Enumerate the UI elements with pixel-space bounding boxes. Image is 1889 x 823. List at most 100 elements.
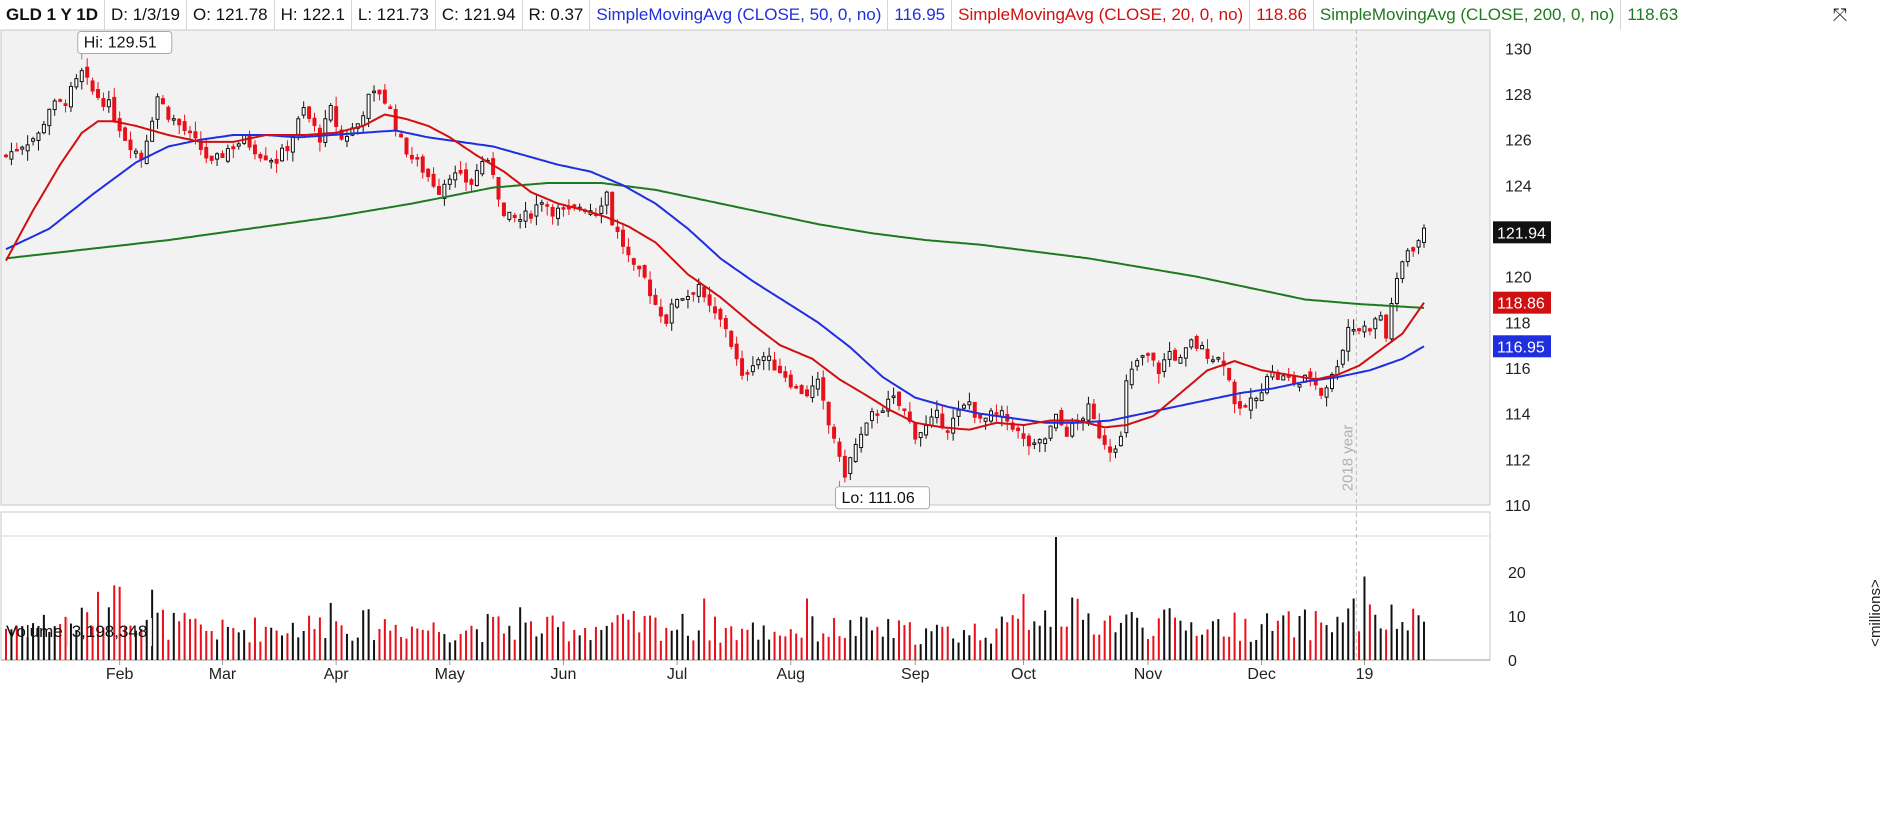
candle-body bbox=[545, 204, 550, 207]
range-readout: R: 0.37 bbox=[523, 0, 591, 30]
volume-bar bbox=[69, 623, 72, 660]
volume-bar bbox=[302, 630, 305, 660]
candle-body bbox=[442, 183, 447, 199]
volume-bar bbox=[226, 626, 229, 660]
volume-bar bbox=[15, 626, 18, 660]
volume-bar bbox=[513, 639, 516, 660]
volume-bar bbox=[1027, 629, 1030, 660]
candle-body bbox=[415, 157, 420, 160]
candle-body bbox=[983, 417, 988, 422]
candle-body bbox=[945, 430, 950, 433]
volume-bar bbox=[1374, 614, 1377, 660]
volume-bar bbox=[210, 631, 213, 660]
volume-bar bbox=[216, 639, 219, 660]
volume-bar bbox=[1103, 620, 1106, 660]
candle-body bbox=[1151, 352, 1156, 361]
candle-body bbox=[106, 99, 111, 108]
volume-bar bbox=[757, 639, 760, 660]
volume-bar bbox=[1006, 622, 1009, 660]
candle-body bbox=[382, 89, 387, 104]
price-tick-label: 128 bbox=[1505, 87, 1532, 104]
volume-bar bbox=[26, 637, 29, 660]
volume-bar bbox=[908, 622, 911, 660]
candle-body bbox=[1259, 392, 1264, 402]
candle-body bbox=[258, 154, 263, 159]
candle-body bbox=[1411, 247, 1416, 252]
volume-bar bbox=[194, 618, 197, 660]
candle-body bbox=[1129, 368, 1134, 386]
candle-body bbox=[296, 118, 301, 135]
volume-bar bbox=[870, 630, 873, 660]
candle-body bbox=[675, 299, 680, 308]
sma20-label[interactable]: SimpleMovingAvg (CLOSE, 20, 0, no) bbox=[952, 0, 1251, 30]
volume-value: 3,198,348 bbox=[68, 618, 153, 646]
volume-bar bbox=[1038, 625, 1041, 660]
volume-bar bbox=[91, 626, 94, 660]
volume-bar bbox=[865, 617, 868, 660]
sma50-badge-text: 116.95 bbox=[1497, 339, 1545, 356]
volume-bar bbox=[1163, 609, 1166, 660]
volume-bar bbox=[659, 640, 662, 660]
volume-bar bbox=[345, 633, 348, 660]
volume-bar bbox=[1320, 622, 1323, 660]
candle-body bbox=[204, 146, 209, 159]
volume-bar bbox=[232, 627, 235, 660]
volume-bar bbox=[573, 629, 576, 660]
candle-body bbox=[404, 137, 409, 155]
candle-body bbox=[707, 294, 712, 306]
volume-bar bbox=[898, 620, 901, 660]
symbol-label[interactable]: GLD 1 Y 1D bbox=[0, 0, 105, 30]
candle-body bbox=[810, 385, 815, 399]
volume-bar bbox=[427, 630, 430, 660]
volume-bar bbox=[1065, 626, 1068, 660]
candle-body bbox=[47, 108, 52, 127]
candle-body bbox=[52, 100, 57, 111]
candle-body bbox=[794, 386, 799, 389]
volume-bar bbox=[681, 613, 684, 660]
candle-body bbox=[1416, 240, 1421, 248]
expand-icon[interactable]: ⤧ bbox=[1832, 5, 1848, 25]
volume-bar bbox=[1092, 634, 1095, 660]
volume-bar bbox=[80, 607, 83, 660]
candle-body bbox=[702, 286, 707, 298]
candle-body bbox=[826, 401, 831, 426]
candle-body bbox=[1189, 339, 1194, 348]
volume-bar bbox=[335, 621, 338, 660]
volume-bar bbox=[508, 625, 511, 660]
sma20-badge-text: 118.86 bbox=[1497, 296, 1545, 313]
candle-body bbox=[1205, 348, 1210, 359]
volume-bar bbox=[708, 640, 711, 660]
volume-bar bbox=[59, 624, 62, 660]
volume-bar bbox=[854, 635, 857, 660]
volume-bar bbox=[1109, 615, 1112, 660]
candle-body bbox=[215, 153, 220, 160]
month-label: May bbox=[435, 666, 465, 683]
volume-bar bbox=[1314, 611, 1317, 660]
candle-body bbox=[1367, 328, 1372, 332]
candle-body bbox=[718, 308, 723, 320]
candle-body bbox=[1091, 403, 1096, 420]
candle-body bbox=[453, 172, 458, 181]
candle-body bbox=[209, 155, 214, 161]
sma200-label[interactable]: SimpleMovingAvg (CLOSE, 200, 0, no) bbox=[1314, 0, 1622, 30]
volume-bar bbox=[795, 633, 798, 660]
candle-body bbox=[978, 414, 983, 419]
volume-bar bbox=[1423, 621, 1425, 660]
candle-body bbox=[853, 443, 858, 462]
sma50-label[interactable]: SimpleMovingAvg (CLOSE, 50, 0, no) bbox=[590, 0, 889, 30]
candle-body bbox=[956, 409, 961, 417]
volume-bar bbox=[941, 626, 944, 660]
volume-bar bbox=[161, 609, 164, 660]
last-price-badge-text: 121.94 bbox=[1497, 225, 1546, 242]
volume-bar bbox=[21, 626, 24, 660]
volume-bar bbox=[481, 642, 484, 660]
volume-bar bbox=[1119, 622, 1122, 660]
candle-body bbox=[561, 207, 566, 210]
candle-body bbox=[312, 117, 317, 126]
candle-body bbox=[734, 343, 739, 360]
candle-body bbox=[799, 385, 804, 395]
volume-bar bbox=[1363, 576, 1366, 660]
candle-body bbox=[377, 89, 382, 95]
volume-bar bbox=[930, 631, 933, 660]
volume-bar bbox=[952, 638, 955, 660]
